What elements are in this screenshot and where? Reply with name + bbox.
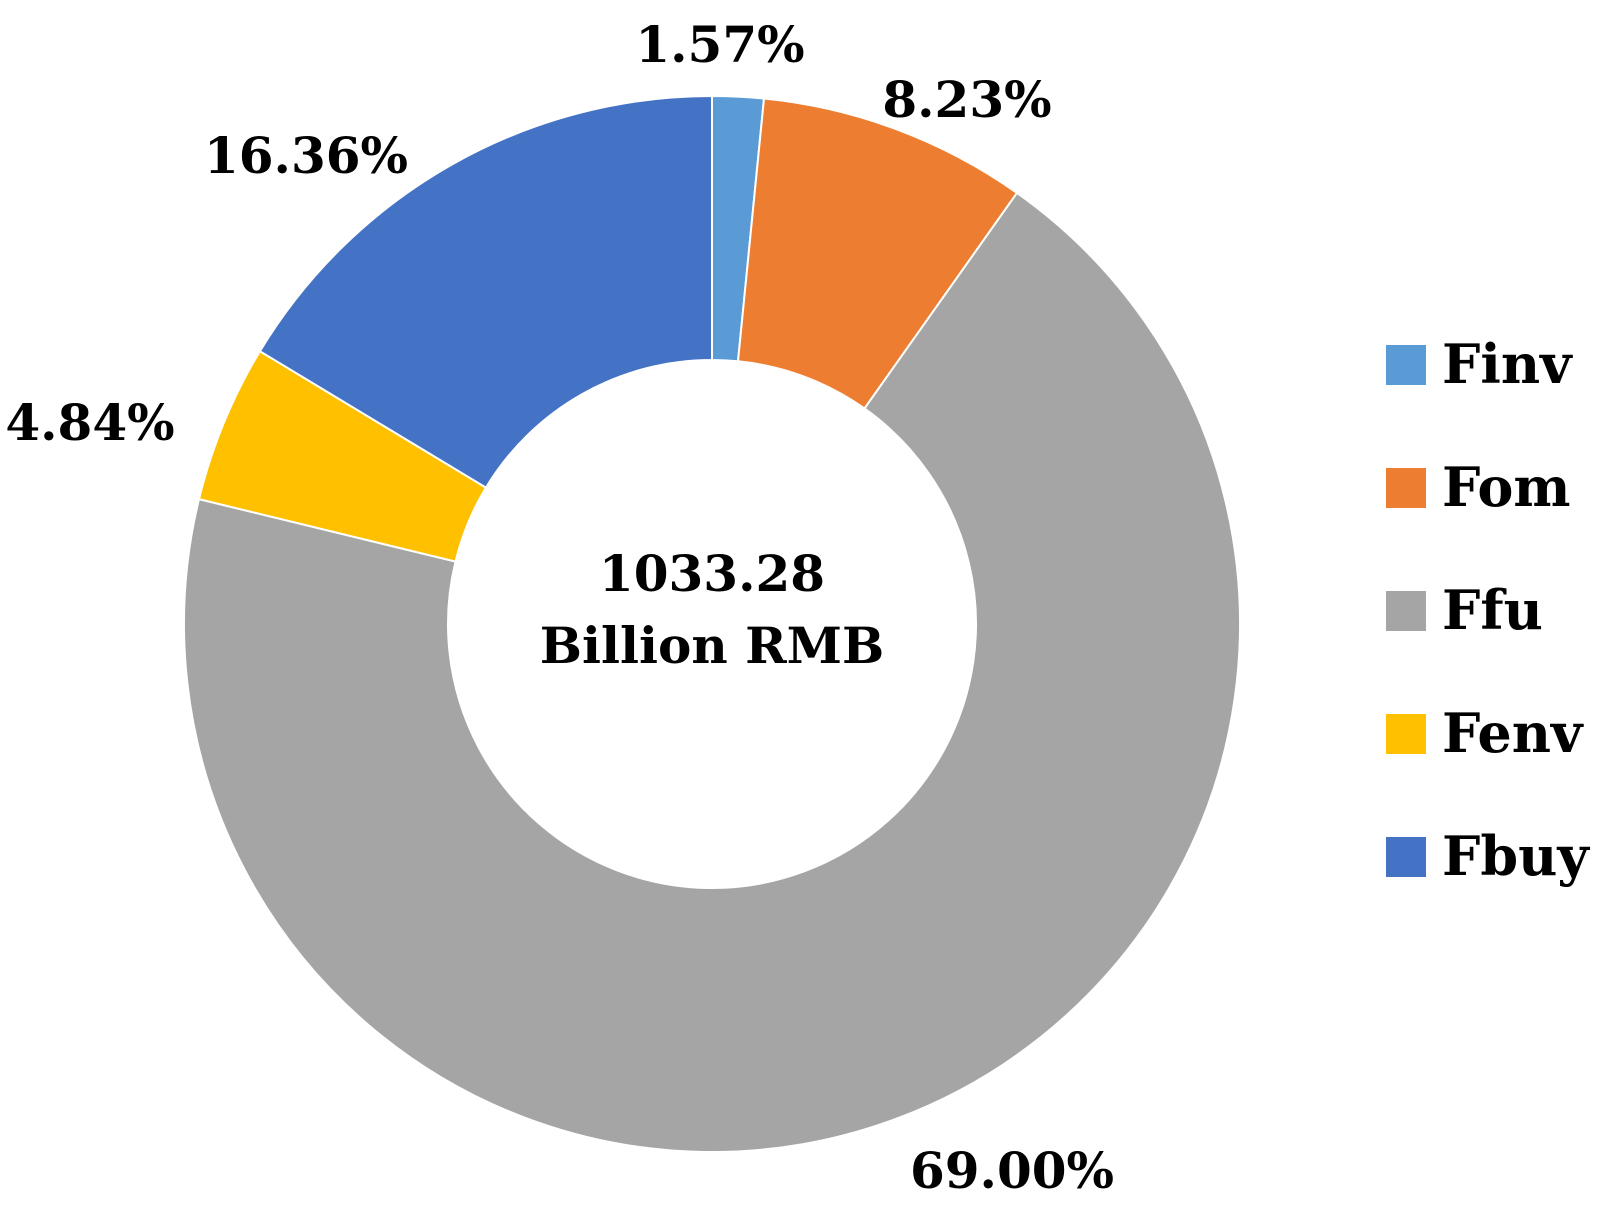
legend-label-ffu: Ffu — [1442, 578, 1543, 642]
center-label: 1033.28 Billion RMB — [540, 544, 885, 675]
pct-label-fenv: 4.84% — [5, 393, 174, 452]
legend-swatch-ffu — [1386, 591, 1426, 631]
pct-label-fom: 8.23% — [882, 70, 1051, 129]
legend-label-finv: Finv — [1442, 332, 1573, 396]
legend-swatch-fenv — [1386, 714, 1426, 754]
pct-label-ffu: 69.00% — [910, 1141, 1114, 1200]
legend-label-fom: Fom — [1442, 455, 1571, 519]
legend-swatch-finv — [1386, 345, 1426, 385]
legend: Finv Fom Ffu Fenv Fbuy — [1386, 332, 1590, 888]
pct-label-finv: 1.57% — [635, 15, 804, 74]
slice-ffu — [183, 191, 1241, 1153]
pct-label-fbuy: 16.36% — [204, 126, 408, 185]
legend-label-fbuy: Fbuy — [1442, 824, 1590, 888]
donut-slices — [183, 94, 1241, 1153]
legend-swatch-fbuy — [1386, 837, 1426, 877]
center-value: 1033.28 — [599, 544, 825, 603]
slice-fbuy — [258, 94, 713, 489]
legend-label-fenv: Fenv — [1442, 701, 1584, 765]
center-unit: Billion RMB — [540, 616, 885, 675]
legend-swatch-fom — [1386, 468, 1426, 508]
percent-labels: 1.57% 8.23% 69.00% 4.84% 16.36% — [5, 15, 1114, 1200]
